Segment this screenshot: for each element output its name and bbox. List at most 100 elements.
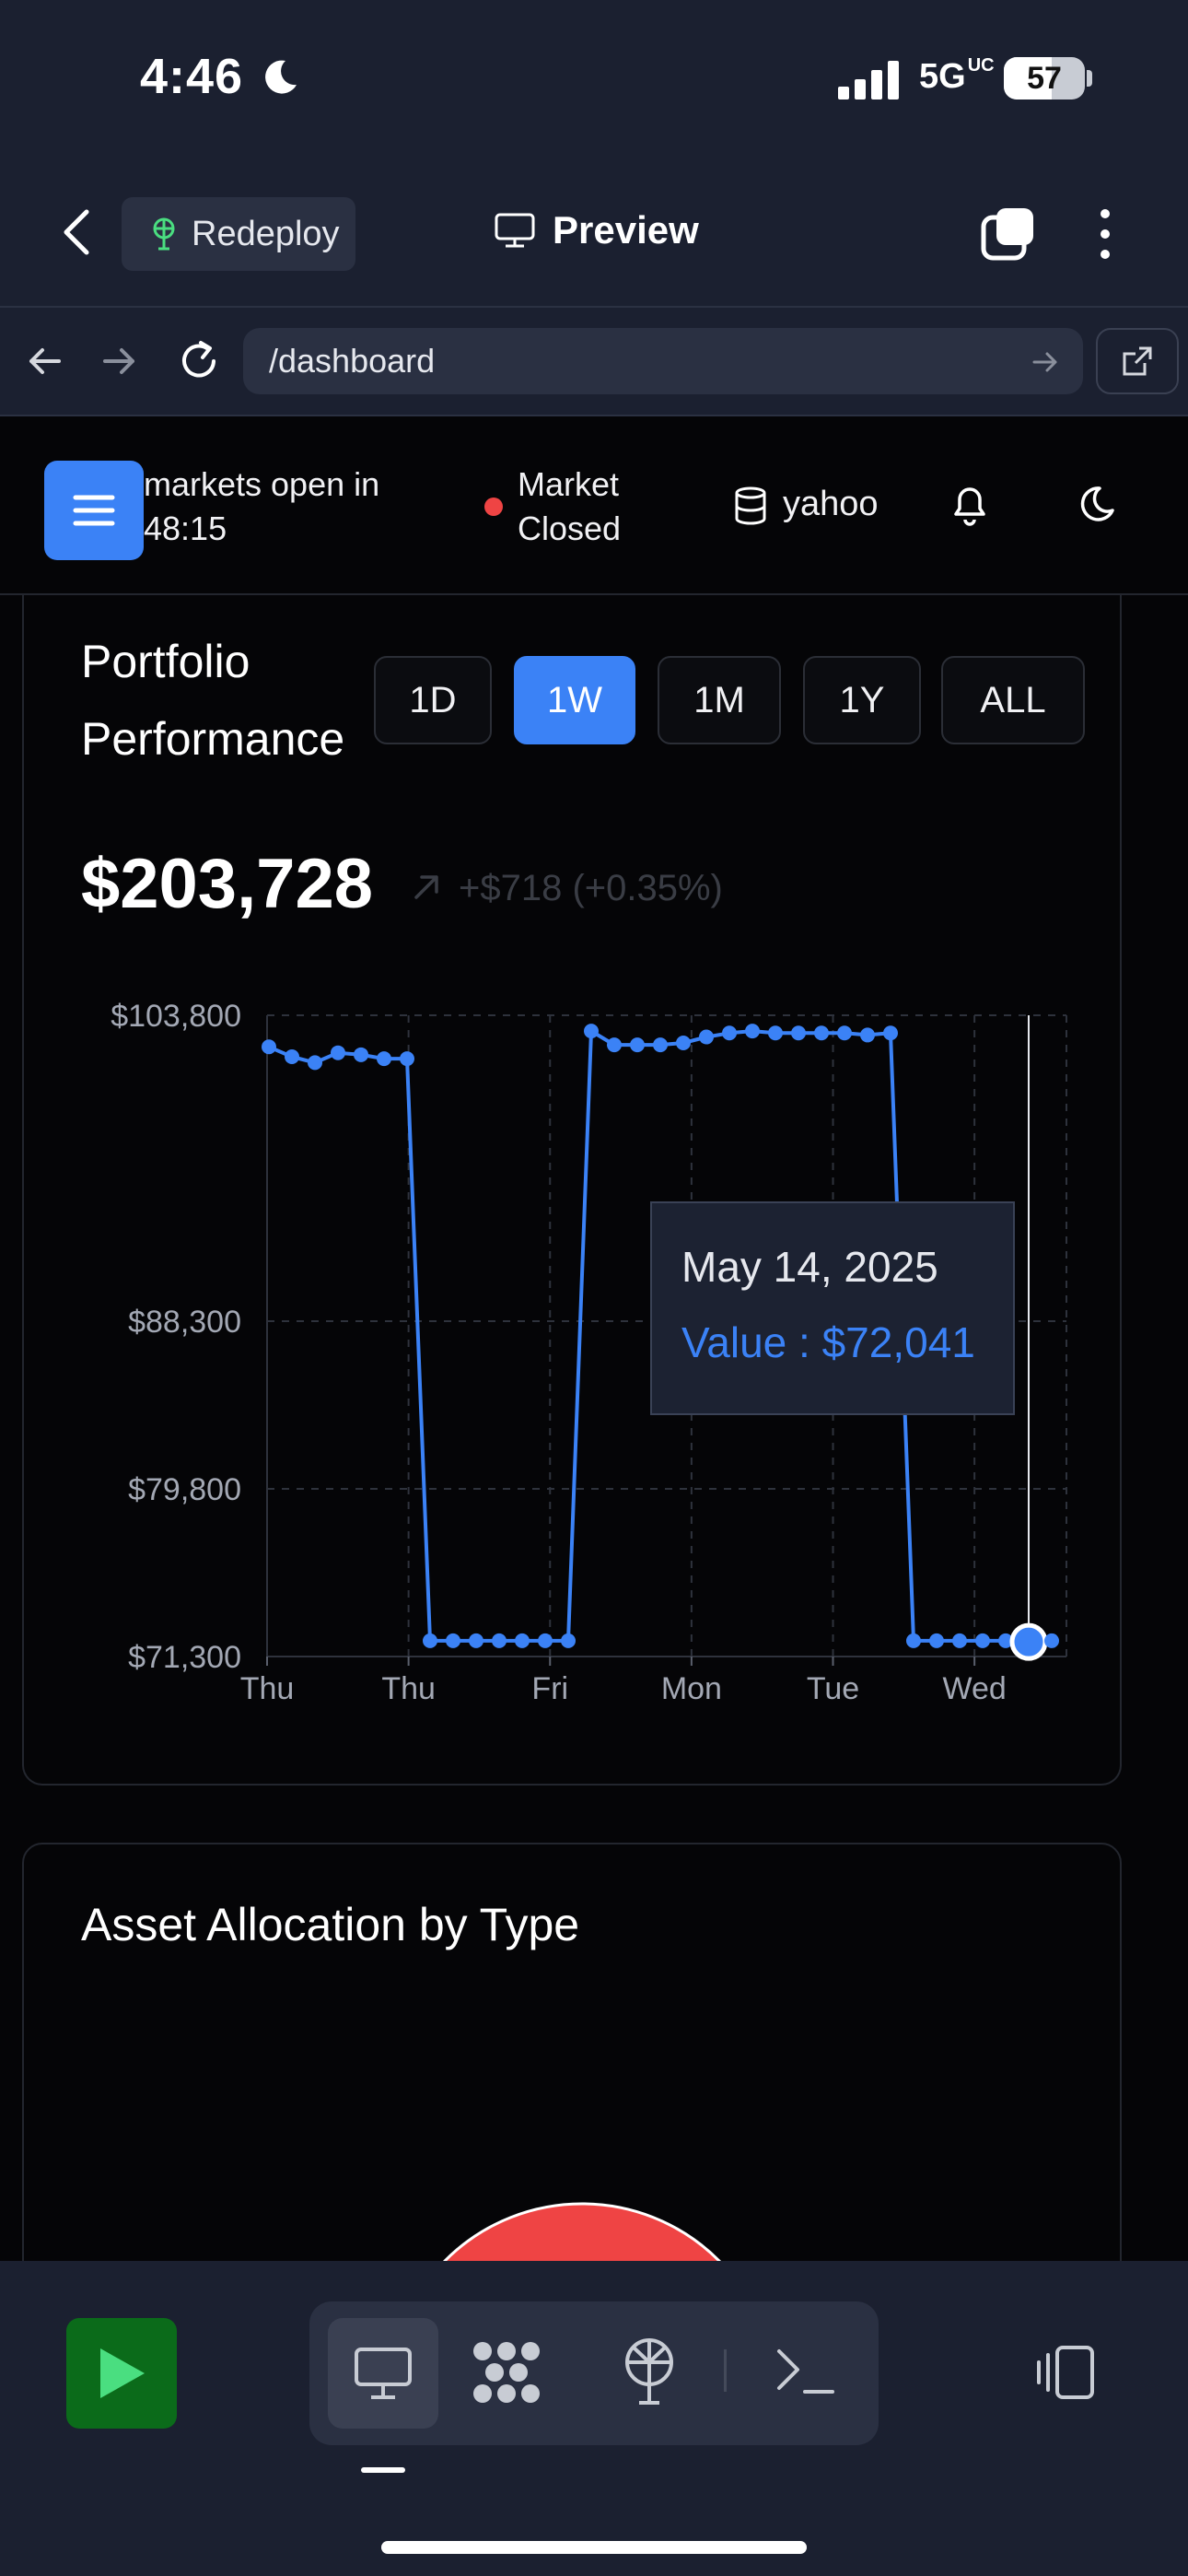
range-button-all[interactable]: ALL: [941, 656, 1085, 744]
chart-point[interactable]: [377, 1051, 391, 1067]
monitor-icon: [495, 213, 535, 248]
chart-point[interactable]: [952, 1633, 967, 1648]
tabs-icon[interactable]: [980, 205, 1037, 262]
dark-mode-moon-icon[interactable]: [1076, 483, 1118, 525]
arrow-right-icon[interactable]: [101, 343, 138, 380]
x-tick-label: Thu: [240, 1671, 295, 1706]
chart-point[interactable]: [837, 1025, 852, 1041]
network-type: 5G UC: [919, 55, 995, 96]
chart-point[interactable]: [653, 1037, 668, 1053]
back-chevron-icon[interactable]: [61, 208, 92, 256]
monitor-icon: [355, 2348, 412, 2399]
chart-point[interactable]: [607, 1037, 622, 1053]
status-time: 4:46: [140, 49, 244, 104]
market-status: Market Closed: [518, 465, 622, 547]
y-tick-label: $88,300: [128, 1305, 241, 1340]
signal-icon: [838, 61, 899, 100]
url-go-arrow-icon[interactable]: [1031, 348, 1059, 376]
more-vertical-icon[interactable]: [1096, 208, 1114, 260]
chart-point[interactable]: [262, 1039, 276, 1055]
chart-point[interactable]: [630, 1037, 645, 1053]
chart-point[interactable]: [722, 1025, 737, 1041]
chart-point[interactable]: [1044, 1633, 1059, 1648]
x-axis-ticks: Thu Thu Fri Mon Tue Wed: [240, 1657, 1007, 1706]
chart-point[interactable]: [354, 1047, 368, 1062]
range-button-1w[interactable]: 1W: [514, 656, 635, 744]
x-tick-label: Fri: [531, 1671, 568, 1706]
chart-point[interactable]: [814, 1025, 829, 1041]
chart-point[interactable]: [676, 1035, 691, 1050]
moon-icon: [265, 60, 297, 94]
url-input[interactable]: /dashboard: [243, 328, 1083, 394]
chart-point[interactable]: [561, 1633, 576, 1648]
desktop-preview-tool[interactable]: [328, 2318, 438, 2429]
terminal-icon[interactable]: [774, 2344, 838, 2397]
tooltip-date: May 14, 2025: [681, 1243, 938, 1291]
chart-point[interactable]: [400, 1051, 414, 1067]
active-tool-indicator: [361, 2467, 405, 2473]
x-tick-label: Wed: [942, 1671, 1006, 1706]
y-tick-label: $103,800: [111, 999, 241, 1034]
chart-point[interactable]: [308, 1055, 322, 1071]
chart-point[interactable]: [423, 1633, 437, 1648]
arrow-up-right-icon: [414, 875, 438, 899]
arrow-left-icon[interactable]: [26, 343, 63, 380]
hamburger-icon: [73, 495, 115, 526]
run-button[interactable]: [66, 2318, 177, 2429]
deployments-antenna-icon[interactable]: [617, 2336, 681, 2406]
chart-point[interactable]: [906, 1633, 921, 1648]
chart-point[interactable]: [883, 1025, 898, 1041]
home-indicator[interactable]: [381, 2541, 807, 2554]
market-status-dot: [484, 498, 503, 516]
chart-point[interactable]: [791, 1025, 806, 1041]
chart-point[interactable]: [768, 1025, 783, 1041]
range-button-1m[interactable]: 1M: [658, 656, 781, 744]
chart-point[interactable]: [584, 1024, 599, 1039]
chart-point[interactable]: [331, 1045, 345, 1060]
open-external-button[interactable]: [1096, 328, 1179, 394]
portfolio-line-chart[interactable]: $103,800 $88,300 $79,800 $71,300 Thu Thu Fri M…: [88, 995, 1101, 1714]
redeploy-label: Redeploy: [192, 214, 340, 253]
market-countdown: markets open in 48:15: [144, 465, 380, 547]
battery-cap: [1087, 70, 1092, 87]
chart-point[interactable]: [860, 1027, 875, 1043]
chart-point[interactable]: [998, 1633, 1013, 1648]
tooltip-value: Value : $72,041: [681, 1318, 975, 1366]
packages-grid-icon[interactable]: [472, 2340, 542, 2405]
redeploy-button[interactable]: Redeploy: [122, 197, 355, 271]
chart-point[interactable]: [469, 1633, 483, 1648]
chart-point-active[interactable]: [1009, 1622, 1048, 1661]
y-tick-label: $79,800: [128, 1472, 241, 1507]
x-tick-label: Tue: [807, 1671, 859, 1706]
reload-icon[interactable]: [177, 339, 221, 383]
dashboard-header: [0, 416, 1188, 595]
chart-points: [262, 1024, 1059, 1661]
chart-point[interactable]: [492, 1633, 507, 1648]
chart-point[interactable]: [699, 1029, 714, 1045]
chart-point[interactable]: [538, 1633, 553, 1648]
y-axis-ticks: $103,800 $88,300 $79,800 $71,300: [111, 999, 241, 1675]
database-icon: [735, 486, 766, 525]
battery-indicator: 57: [1004, 57, 1085, 100]
y-tick-label: $71,300: [128, 1640, 241, 1675]
data-source-label[interactable]: yahoo: [783, 485, 879, 523]
bell-icon[interactable]: [949, 483, 991, 527]
device-toggle-icon[interactable]: [1033, 2344, 1098, 2401]
chart-point[interactable]: [285, 1048, 299, 1064]
chart-point[interactable]: [446, 1633, 460, 1648]
range-button-1d[interactable]: 1D: [374, 656, 492, 744]
deploy-antenna-icon: [153, 217, 175, 251]
portfolio-change: +$718 (+0.35%): [459, 868, 723, 908]
chart-point[interactable]: [929, 1633, 944, 1648]
preview-title: Preview: [494, 208, 699, 252]
chart-grid: [266, 1014, 1067, 1657]
play-icon: [100, 2348, 145, 2398]
chart-point[interactable]: [745, 1024, 760, 1039]
range-button-1y[interactable]: 1Y: [803, 656, 921, 744]
chart-point[interactable]: [975, 1633, 990, 1648]
menu-button[interactable]: [44, 461, 144, 560]
x-tick-label: Thu: [381, 1671, 436, 1706]
x-tick-label: Mon: [661, 1671, 722, 1706]
chart-point[interactable]: [515, 1633, 530, 1648]
asset-allocation-title: Asset Allocation by Type: [81, 1899, 580, 1950]
